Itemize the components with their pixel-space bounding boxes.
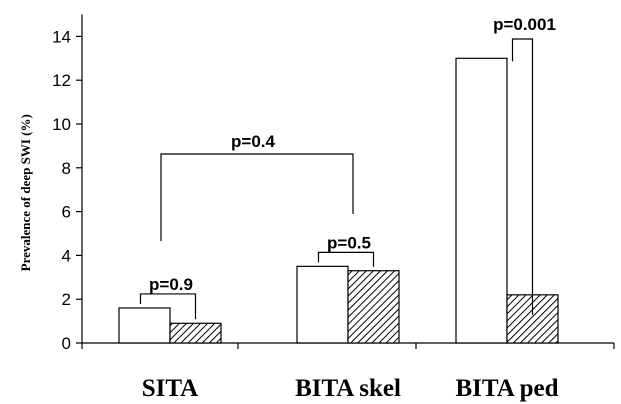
bar xyxy=(118,307,171,344)
p-value-label: p=0.4 xyxy=(231,132,275,151)
bar xyxy=(296,265,349,344)
significance-brackets xyxy=(139,38,534,320)
category-label: BITA skel xyxy=(295,375,401,402)
y-axis-title: Prevalence of deep SWI (%) xyxy=(18,114,33,271)
y-tick-label: 6 xyxy=(62,203,71,222)
bars xyxy=(118,57,559,344)
significance-bracket xyxy=(317,251,375,267)
y-tick-label: 0 xyxy=(62,334,71,353)
p-value-label: p=0.9 xyxy=(149,275,193,294)
significance-bracket xyxy=(511,38,534,315)
significance-bracket xyxy=(139,293,197,320)
bar xyxy=(455,57,508,344)
category-label: BITA ped xyxy=(455,375,558,402)
bar xyxy=(506,294,559,344)
bar xyxy=(169,322,222,344)
y-tick-label: 10 xyxy=(52,115,71,134)
p-value-label: p=0.001 xyxy=(493,15,556,34)
y-tick-label: 14 xyxy=(52,27,71,46)
significance-bracket xyxy=(160,153,354,241)
p-value-label: p=0.5 xyxy=(327,233,371,252)
bar xyxy=(347,270,400,344)
y-tick-label: 8 xyxy=(62,159,71,178)
y-tick-label: 2 xyxy=(62,290,71,309)
labels: 0 2 4 6 8 10 12 14 Prevalence of deep SWI (%) SIT… xyxy=(18,15,559,402)
category-label: SITA xyxy=(142,375,199,402)
y-tick-label: 4 xyxy=(62,246,71,265)
y-tick-label: 12 xyxy=(52,71,71,90)
